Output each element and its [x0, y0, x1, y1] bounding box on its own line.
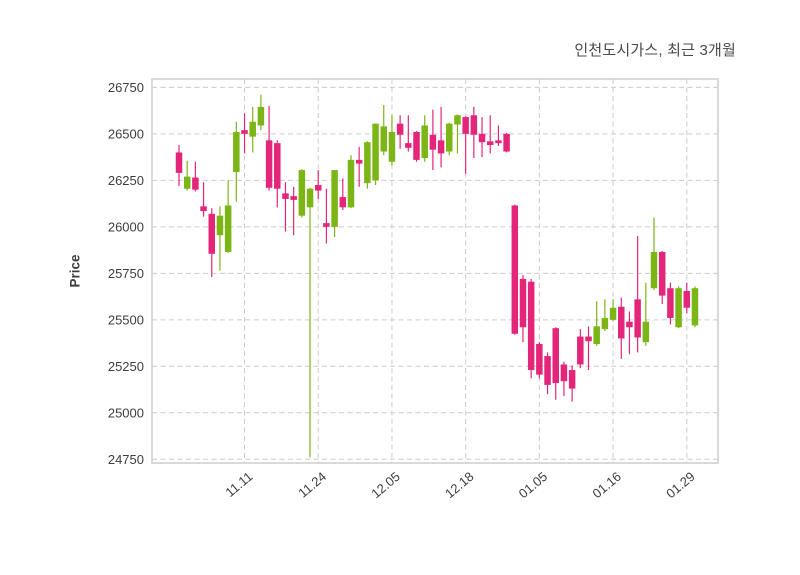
candle-body — [429, 134, 437, 150]
candle-body — [462, 117, 469, 134]
x-tick-label: 01.05 — [516, 469, 551, 501]
y-tick-label: 24750 — [108, 452, 144, 467]
x-tick-label: 11.24 — [295, 469, 329, 501]
candle-body — [470, 115, 478, 135]
candle-body — [503, 133, 510, 152]
candle-body — [413, 131, 420, 160]
candle-body — [388, 131, 396, 162]
candle-body — [675, 288, 682, 328]
candle-body — [306, 188, 314, 208]
candle-body — [233, 131, 240, 172]
candle-body — [585, 336, 592, 342]
candle-body — [323, 223, 330, 227]
candle-body — [364, 142, 371, 184]
candle-body — [568, 370, 576, 389]
candle-body — [405, 143, 412, 148]
candle-body — [642, 321, 650, 343]
candle-body — [224, 205, 232, 252]
y-tick-label: 25750 — [108, 266, 144, 281]
x-tick-label: 12.18 — [442, 469, 477, 501]
y-tick-label: 26750 — [108, 80, 144, 95]
candle-body — [650, 251, 658, 289]
candle-body — [437, 140, 445, 154]
candle-body — [560, 364, 568, 382]
candle-body — [495, 140, 502, 144]
candle-body — [593, 326, 600, 344]
candle-body — [486, 141, 494, 146]
x-tick-label: 11.11 — [222, 469, 255, 500]
candle-body — [314, 184, 322, 191]
x-tick-label: 01.29 — [663, 469, 698, 501]
candle-body — [282, 193, 289, 199]
candle-body — [446, 123, 453, 152]
candle-body — [183, 176, 191, 189]
candle-body — [618, 306, 625, 339]
candle-body — [290, 196, 297, 200]
candle-body — [372, 123, 379, 181]
y-tick-label: 26000 — [108, 219, 144, 234]
candle-body — [241, 130, 248, 134]
candle-body — [331, 170, 338, 227]
candle-body — [396, 123, 404, 135]
candle-body — [527, 281, 535, 371]
candle-body — [200, 206, 207, 212]
candle-body — [683, 290, 691, 308]
y-tick-label: 26500 — [108, 126, 144, 141]
candle-body — [265, 140, 273, 188]
y-tick-label: 25000 — [108, 405, 144, 420]
candle-body — [634, 299, 641, 338]
candle-body — [421, 125, 428, 159]
candle-body — [626, 321, 633, 328]
candle-body — [355, 159, 363, 164]
candle-body — [544, 356, 551, 385]
candle-body — [339, 197, 347, 208]
candle-body — [216, 215, 224, 236]
candle-body — [454, 115, 461, 125]
y-axis-label: Price — [67, 254, 83, 288]
candle-body — [249, 121, 256, 137]
candle-body — [192, 177, 199, 190]
candle-body — [274, 143, 281, 189]
candle-body — [298, 170, 306, 216]
candle-body — [347, 159, 355, 208]
x-tick-label: 12.05 — [368, 469, 403, 501]
candle-body — [609, 307, 617, 320]
candle-body — [536, 343, 543, 375]
chart-title: 인천도시가스, 최근 3개월 — [574, 42, 736, 59]
candle-body — [577, 336, 584, 365]
candle-body — [691, 288, 699, 326]
y-tick-label: 25250 — [108, 359, 144, 374]
candle-body — [667, 288, 674, 318]
candle-body — [552, 328, 559, 384]
candle-body — [208, 213, 216, 254]
y-tick-label: 26250 — [108, 173, 144, 188]
candle-body — [380, 126, 387, 152]
y-tick-label: 25500 — [108, 312, 144, 327]
candle-body — [175, 152, 183, 173]
candle-body — [478, 133, 486, 143]
candle-body — [601, 317, 609, 330]
candle-body — [658, 251, 666, 296]
candle-body — [257, 106, 265, 126]
x-tick-label: 01.16 — [589, 469, 624, 501]
candle-body — [519, 278, 527, 328]
candle-body — [511, 205, 519, 334]
